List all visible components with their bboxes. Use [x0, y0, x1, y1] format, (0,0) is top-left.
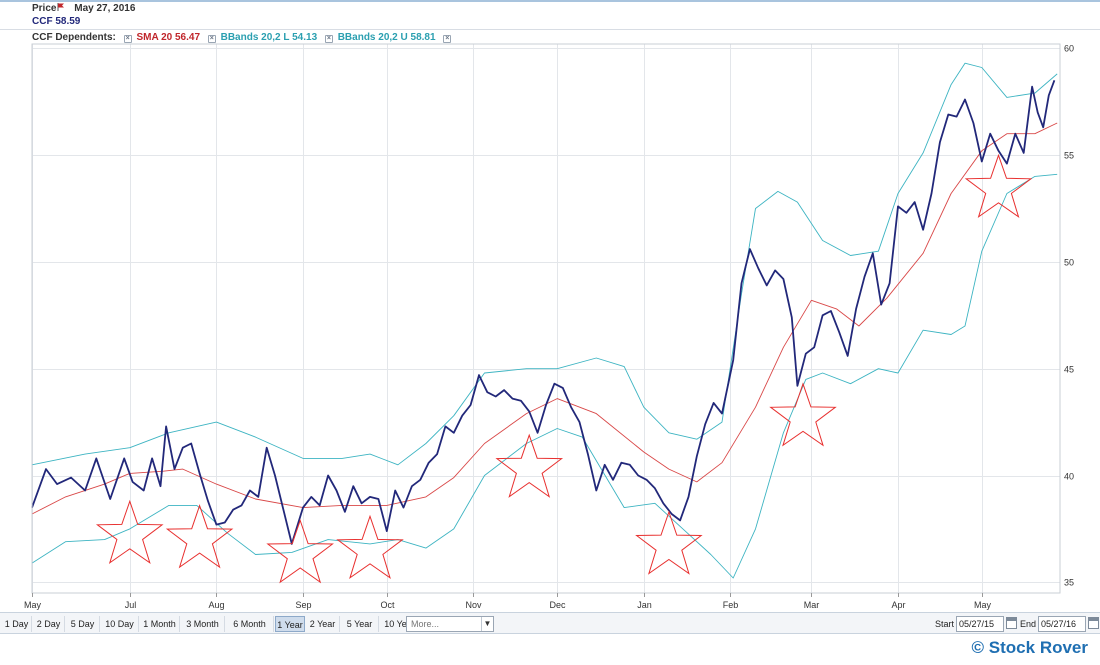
x-tick-label: Nov: [465, 600, 482, 610]
end-label: End: [1020, 619, 1037, 629]
range-button-1-day[interactable]: 1 Day: [2, 616, 32, 632]
remove-dependents-icon[interactable]: ×: [123, 35, 132, 43]
remove-bband-upper-icon[interactable]: ×: [443, 35, 452, 43]
range-button-2-year[interactable]: 2 Year: [306, 616, 340, 632]
range-button-2-day[interactable]: 2 Day: [33, 616, 65, 632]
indicator-bband-lower-label: BBands 20,2 L 54.13: [220, 32, 318, 43]
x-tick-label: Apr: [891, 600, 905, 610]
price-chart[interactable]: 35 40 45 50 55 60 May Jul Aug Sep Oct Nov Dec Jan Feb M…: [0, 40, 1100, 612]
flag-icon[interactable]: [57, 3, 65, 11]
price-header: Price May 27, 2016: [32, 3, 135, 14]
range-button-5-year[interactable]: 5 Year: [341, 616, 379, 632]
stock-rover-brand: © Stock Rover: [971, 638, 1088, 657]
x-tick-label: May: [24, 600, 42, 610]
range-button-10-day[interactable]: 10 Day: [101, 616, 139, 632]
more-ranges-select[interactable]: More... ▼: [406, 616, 494, 632]
plot-frame: [31, 43, 1061, 594]
range-button-3-month[interactable]: 3 Month: [181, 616, 225, 632]
dependents-header: CCF Dependents: × SMA 20 56.47 × BBands …: [32, 32, 453, 43]
y-tick-label: 55: [1064, 151, 1074, 161]
x-tick-label: Jul: [125, 600, 137, 610]
chevron-down-icon[interactable]: ▼: [481, 617, 493, 631]
x-tick-label: Aug: [208, 600, 224, 610]
range-button-5-day[interactable]: 5 Day: [66, 616, 100, 632]
chart-grid: [32, 44, 1060, 593]
chart-axes: 35 40 45 50 55 60 May Jul Aug Sep Oct Nov Dec Jan Feb M…: [24, 43, 1074, 610]
price-date: May 27, 2016: [74, 3, 136, 14]
start-label: Start: [935, 619, 955, 629]
x-tick-label: Dec: [549, 600, 566, 610]
indicator-sma-label: SMA 20 56.47: [136, 32, 201, 43]
x-tick-label: Feb: [723, 600, 739, 610]
top-border: [0, 0, 1100, 2]
star-annotation: [635, 510, 703, 575]
indicator-bband-upper-label: BBands 20,2 U 58.81: [337, 32, 436, 43]
star-annotation: [964, 153, 1033, 219]
y-tick-label: 35: [1064, 578, 1074, 588]
end-calendar-icon[interactable]: [1088, 617, 1099, 629]
x-tick-label: Mar: [804, 600, 820, 610]
dependents-label: CCF Dependents:: [32, 32, 116, 43]
star-annotation: [495, 433, 564, 498]
remove-sma-icon[interactable]: ×: [207, 35, 216, 43]
price-label: Price: [32, 3, 57, 14]
bband-upper-series-line: [31, 62, 1058, 466]
y-tick-label: 40: [1064, 472, 1074, 482]
remove-bband-lower-icon[interactable]: ×: [324, 35, 333, 43]
range-toolbar: 1 Day 2 Day 5 Day 10 Day 1 Month 3 Month 6 Mon…: [0, 612, 1100, 634]
star-annotation: [95, 499, 164, 565]
star-annotation: [266, 518, 334, 584]
start-date-input[interactable]: 05/27/15: [956, 616, 1004, 632]
price-series-line: [31, 79, 1056, 545]
chart-series: [31, 62, 1058, 579]
x-tick-label: Jan: [637, 600, 652, 610]
x-tick-label: Sep: [295, 600, 311, 610]
end-date-input[interactable]: 05/27/16: [1038, 616, 1086, 632]
y-tick-label: 45: [1064, 365, 1074, 375]
sma-series-line: [31, 122, 1058, 515]
y-tick-label: 60: [1064, 44, 1074, 54]
ticker-header: CCF 58.59: [32, 16, 80, 27]
ticker-label: CCF 58.59: [32, 16, 81, 27]
y-tick-label: 50: [1064, 258, 1074, 268]
range-button-6-month[interactable]: 6 Month: [226, 616, 274, 632]
more-ranges-placeholder: More...: [411, 619, 440, 629]
star-annotation: [769, 382, 837, 447]
x-tick-label: Oct: [380, 600, 395, 610]
range-button-1-month[interactable]: 1 Month: [140, 616, 180, 632]
bband-lower-series-line: [31, 173, 1058, 579]
star-annotation: [165, 504, 234, 569]
start-calendar-icon[interactable]: [1006, 617, 1017, 629]
star-annotation: [336, 514, 404, 580]
x-tick-label: May: [974, 600, 992, 610]
chart-annotations: [95, 153, 1033, 584]
header-divider: [0, 29, 1100, 30]
range-button-1-year[interactable]: 1 Year: [275, 616, 305, 632]
